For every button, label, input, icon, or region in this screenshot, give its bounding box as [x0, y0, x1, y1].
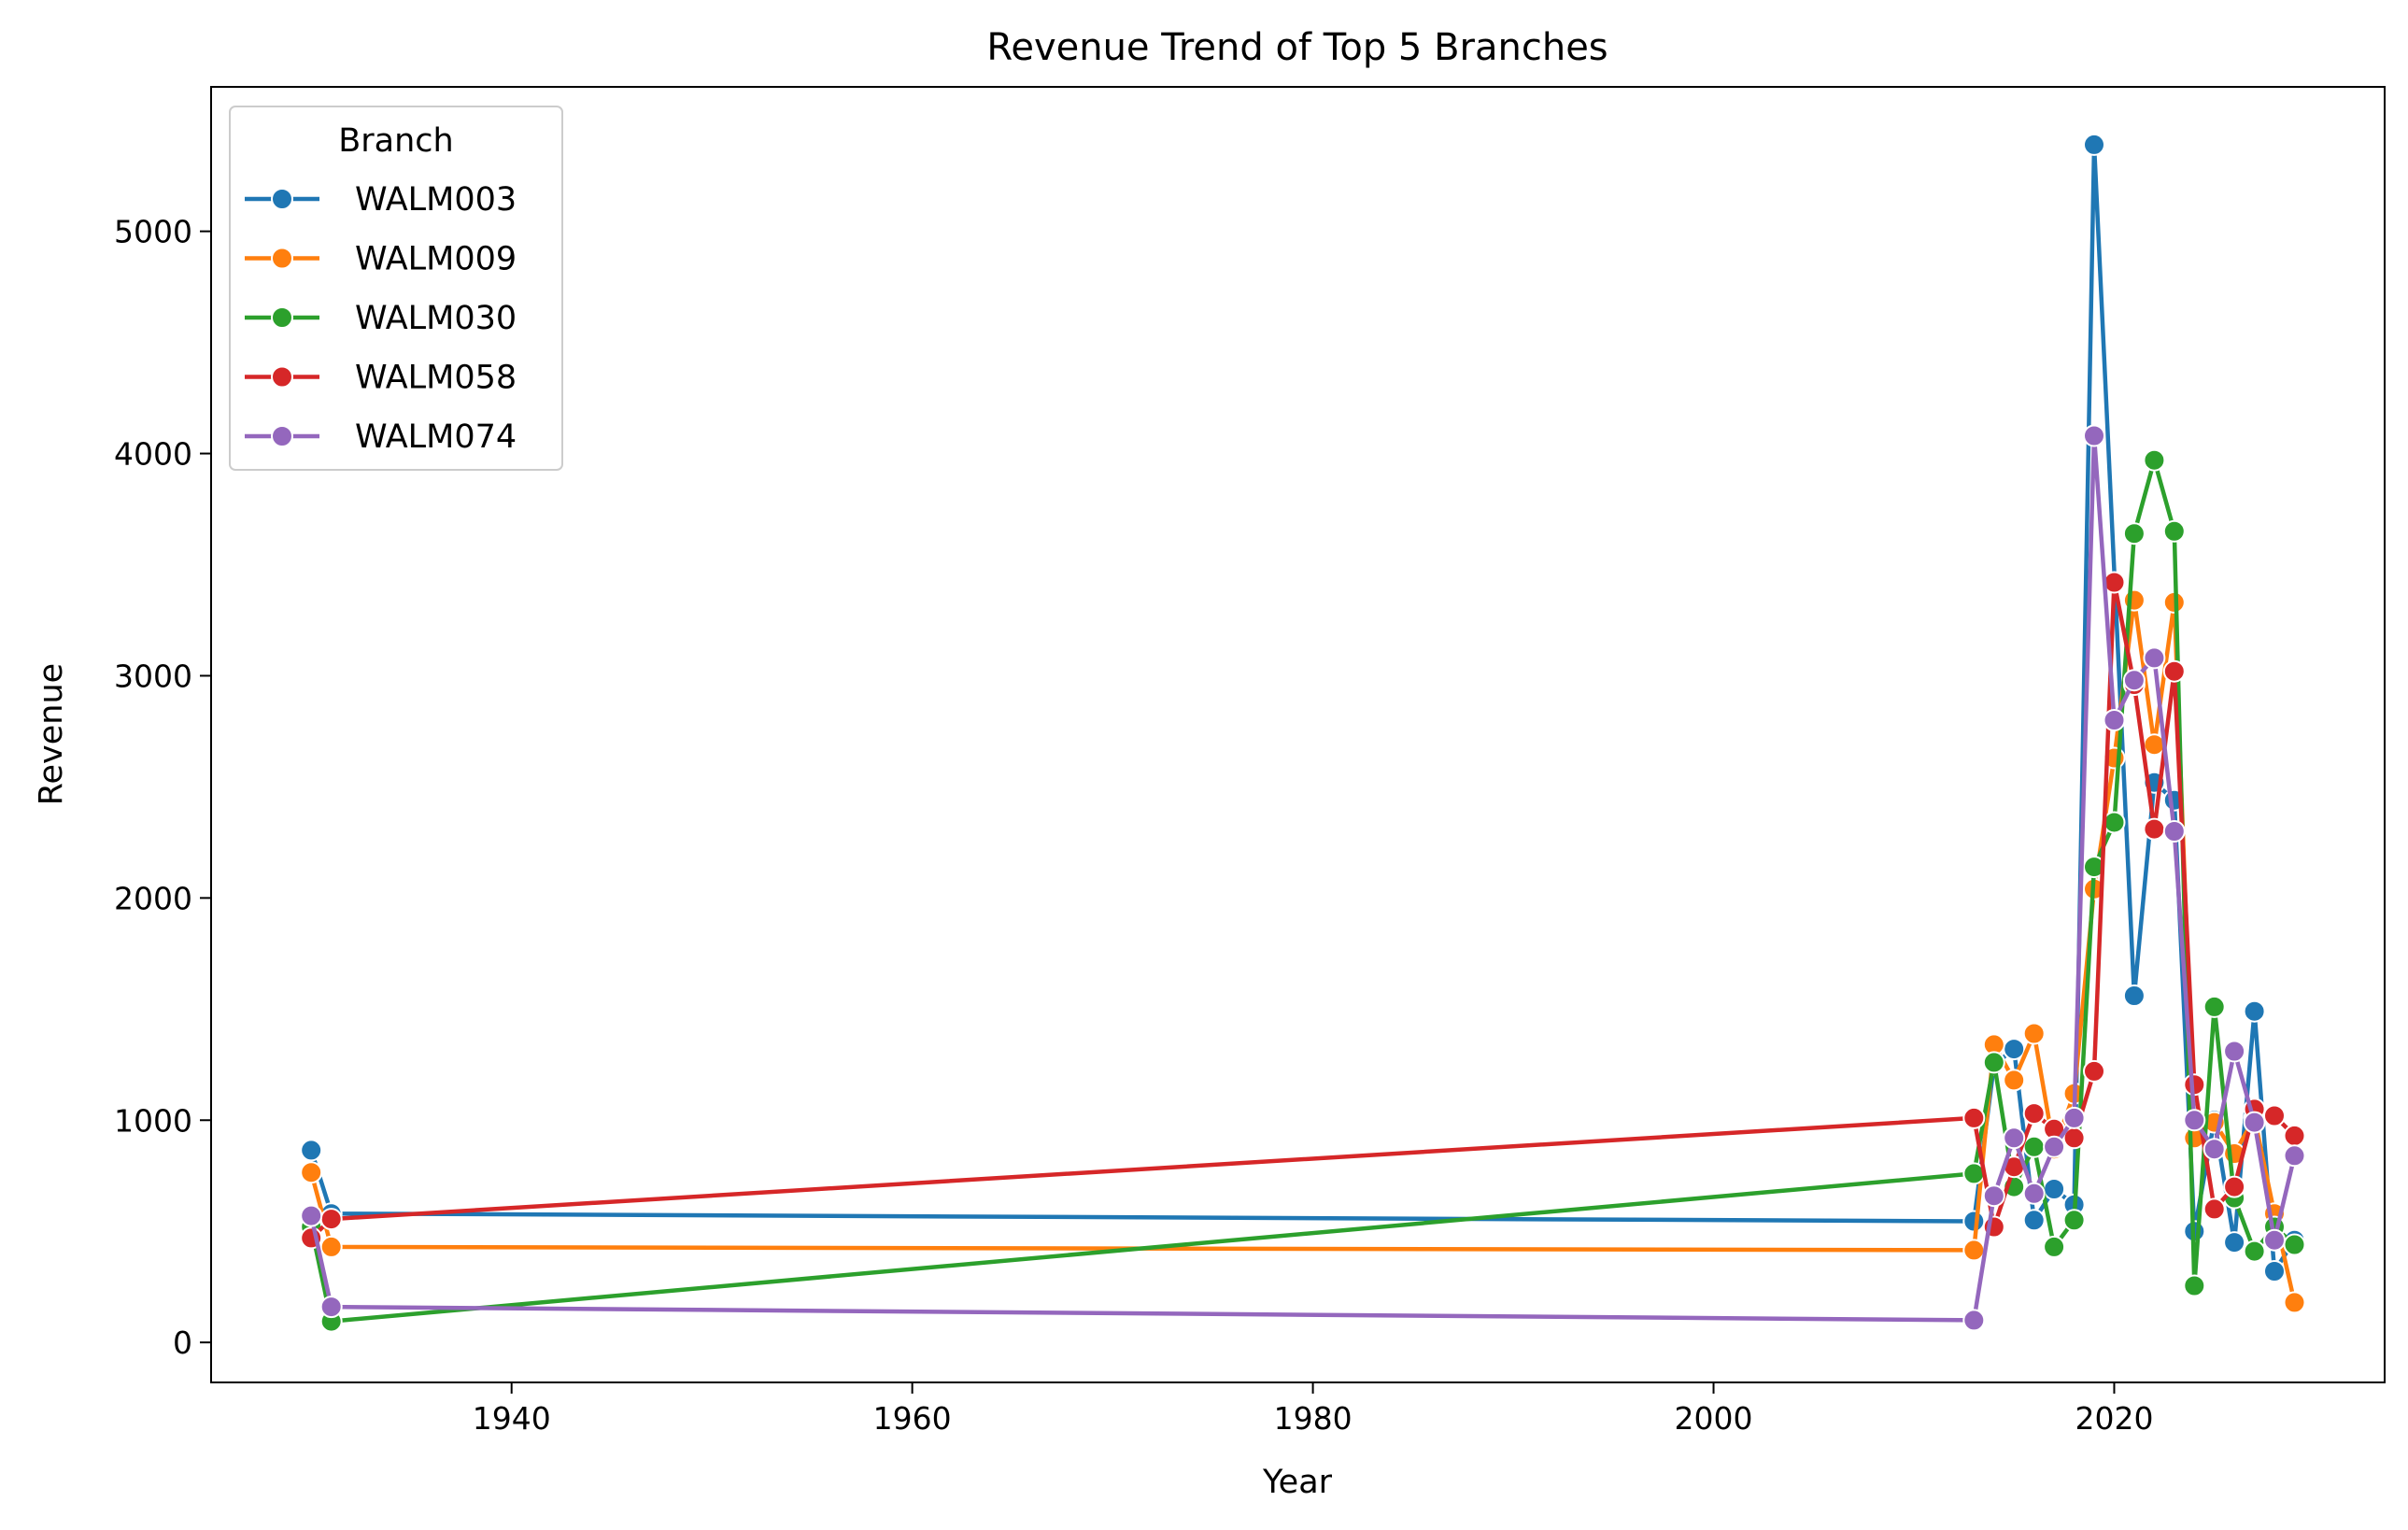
x-tick-label: 1960 [873, 1400, 952, 1437]
legend-item: WALM030 [245, 300, 517, 337]
data-point [300, 1204, 323, 1227]
legend-marker [271, 247, 293, 270]
y-axis-label: Revenue [33, 663, 70, 805]
data-point [2243, 1111, 2266, 1134]
data-point [2203, 995, 2226, 1018]
data-point [2003, 1038, 2026, 1061]
legend-label: WALM009 [355, 241, 517, 278]
data-point [2263, 1228, 2286, 1252]
data-point [2143, 817, 2166, 841]
data-point [2043, 1235, 2066, 1258]
data-point [319, 1208, 343, 1231]
x-tick-label: 2000 [1675, 1400, 1753, 1437]
plot-series-group [300, 133, 2306, 1333]
legend-label: WALM074 [355, 418, 517, 456]
data-point [2223, 1040, 2246, 1063]
data-point [319, 1235, 343, 1258]
data-point [2143, 646, 2166, 670]
data-point [2283, 1124, 2306, 1147]
data-point [2162, 659, 2186, 683]
data-point [2022, 1102, 2046, 1126]
x-axis: 1940 1960 1980 2000 2020 [473, 1382, 2153, 1437]
y-tick-label: 1000 [114, 1102, 192, 1139]
y-tick-label: 3000 [114, 658, 192, 694]
legend-item: WALM058 [245, 360, 517, 397]
data-point [2022, 1135, 2046, 1158]
data-point [2283, 1233, 2306, 1256]
legend-marker [271, 365, 293, 389]
data-point [1962, 1309, 1986, 1332]
data-point [2162, 519, 2186, 543]
legend-items: WALM003 WALM009 WALM030 WALM058 WALM074 [245, 181, 517, 456]
legend-item: WALM009 [245, 241, 517, 278]
data-point [2243, 999, 2266, 1023]
data-point [2022, 1182, 2046, 1205]
data-point [2043, 1135, 2066, 1158]
legend-item: WALM074 [245, 418, 517, 456]
legend-marker [271, 425, 293, 447]
data-point [2062, 1209, 2086, 1232]
legend-label: WALM058 [355, 360, 517, 397]
data-point [1962, 1239, 1986, 1262]
data-point [2143, 448, 2166, 472]
data-point [2223, 1175, 2246, 1198]
data-point [2263, 1260, 2286, 1282]
data-point [2003, 1069, 2026, 1092]
data-point [2122, 985, 2146, 1007]
data-point [2243, 1240, 2266, 1263]
data-point [1982, 1051, 2005, 1074]
series-walm074 [300, 424, 2306, 1332]
y-tick-label: 4000 [114, 436, 192, 473]
data-point [2043, 1178, 2066, 1200]
y-tick-label: 5000 [114, 214, 192, 250]
data-point [2103, 811, 2126, 834]
legend-box [229, 106, 563, 471]
data-point [2022, 1209, 2046, 1232]
data-point [2022, 1022, 2046, 1045]
data-point [300, 1161, 323, 1184]
data-point [2083, 424, 2105, 447]
data-point [2283, 1144, 2306, 1168]
data-point [2003, 1126, 2026, 1150]
chart-title: Revenue Trend of Top 5 Branches [986, 26, 1608, 69]
x-axis-label: Year [1262, 1464, 1333, 1501]
x-tick-label: 2020 [2075, 1400, 2153, 1437]
data-point [2183, 1274, 2206, 1297]
legend-item: WALM003 [245, 181, 517, 219]
data-point [319, 1296, 343, 1319]
y-axis: 0 1000 2000 3000 4000 5000 [114, 214, 211, 1361]
data-point [2083, 133, 2105, 156]
x-tick-label: 1980 [1274, 1400, 1353, 1437]
legend-label: WALM030 [355, 300, 517, 337]
legend: Branch WALM003WALM009WALM030WALM058WALM0… [229, 106, 563, 471]
data-point [2103, 709, 2126, 731]
data-point [2223, 1231, 2246, 1254]
data-point [1962, 1106, 1986, 1129]
plot-frame [210, 86, 2386, 1383]
y-tick-label: 0 [173, 1325, 192, 1361]
data-point [2203, 1197, 2226, 1221]
y-tick-label: 2000 [114, 880, 192, 916]
data-point [2162, 820, 2186, 843]
data-point [1982, 1184, 2005, 1208]
x-tick-label: 1940 [473, 1400, 551, 1437]
legend-marker [271, 188, 293, 210]
legend-marker [271, 306, 293, 329]
data-point [1962, 1210, 1986, 1233]
data-point [2203, 1138, 2226, 1161]
data-point [300, 1139, 323, 1162]
data-point [2122, 669, 2146, 692]
legend-label: WALM003 [355, 181, 517, 219]
data-point [2183, 1109, 2206, 1132]
data-point [2263, 1104, 2286, 1127]
legend-title: Branch [338, 122, 453, 160]
data-point [2083, 1059, 2105, 1083]
data-point [2283, 1291, 2306, 1314]
data-point [2062, 1106, 2086, 1129]
data-point [2122, 522, 2146, 545]
